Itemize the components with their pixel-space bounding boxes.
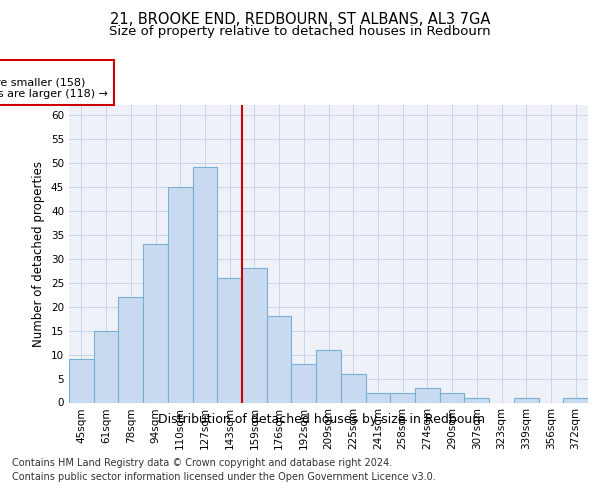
Bar xyxy=(563,398,588,402)
Text: Distribution of detached houses by size in Redbourn: Distribution of detached houses by size … xyxy=(157,412,485,426)
Bar xyxy=(316,350,341,403)
Bar xyxy=(440,393,464,402)
Bar xyxy=(242,268,267,402)
Text: 21 BROOKE END: 140sqm
← 56% of detached houses are smaller (158)
42% of semi-det: 21 BROOKE END: 140sqm ← 56% of detached … xyxy=(0,66,109,99)
Text: Contains HM Land Registry data © Crown copyright and database right 2024.: Contains HM Land Registry data © Crown c… xyxy=(12,458,392,468)
Bar xyxy=(118,297,143,403)
Bar xyxy=(217,278,242,402)
Y-axis label: Number of detached properties: Number of detached properties xyxy=(32,161,46,347)
Text: Size of property relative to detached houses in Redbourn: Size of property relative to detached ho… xyxy=(109,25,491,38)
Bar xyxy=(292,364,316,403)
Bar xyxy=(341,374,365,402)
Bar xyxy=(94,330,118,402)
Text: 21, BROOKE END, REDBOURN, ST ALBANS, AL3 7GA: 21, BROOKE END, REDBOURN, ST ALBANS, AL3… xyxy=(110,12,490,28)
Text: Contains public sector information licensed under the Open Government Licence v3: Contains public sector information licen… xyxy=(12,472,436,482)
Bar xyxy=(193,168,217,402)
Bar xyxy=(415,388,440,402)
Bar xyxy=(390,393,415,402)
Bar xyxy=(514,398,539,402)
Bar xyxy=(464,398,489,402)
Bar xyxy=(143,244,168,402)
Bar xyxy=(69,360,94,403)
Bar xyxy=(365,393,390,402)
Bar xyxy=(267,316,292,402)
Bar xyxy=(168,186,193,402)
